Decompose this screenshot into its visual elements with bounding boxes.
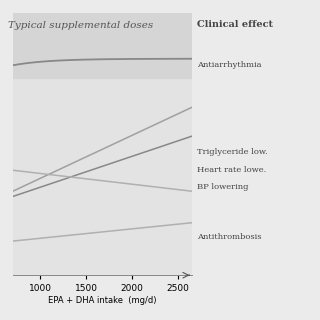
- Text: BP lowering: BP lowering: [197, 183, 249, 191]
- Bar: [13, 13, 192, 78]
- Text: Triglyceride low.: Triglyceride low.: [197, 148, 268, 156]
- X-axis label: EPA + DHA intake  (mg/d): EPA + DHA intake (mg/d): [48, 296, 157, 305]
- Text: Typical supplemental doses: Typical supplemental doses: [8, 21, 154, 30]
- Text: Antithrombosis: Antithrombosis: [197, 233, 262, 241]
- Text: Heart rate lowe.: Heart rate lowe.: [197, 166, 267, 174]
- Text: Antiarrhythmia: Antiarrhythmia: [197, 61, 262, 69]
- Text: Clinical effect: Clinical effect: [197, 20, 273, 29]
